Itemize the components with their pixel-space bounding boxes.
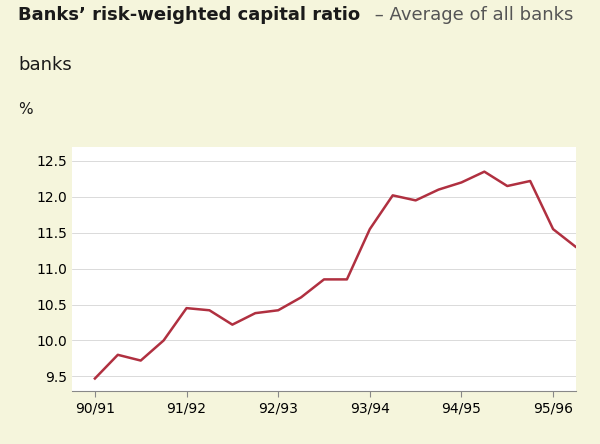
Text: – Average of all banks: – Average of all banks xyxy=(369,6,574,24)
Text: Banks’ risk-weighted capital ratio: Banks’ risk-weighted capital ratio xyxy=(18,6,360,24)
Text: %: % xyxy=(18,102,32,117)
Text: banks: banks xyxy=(18,56,72,74)
